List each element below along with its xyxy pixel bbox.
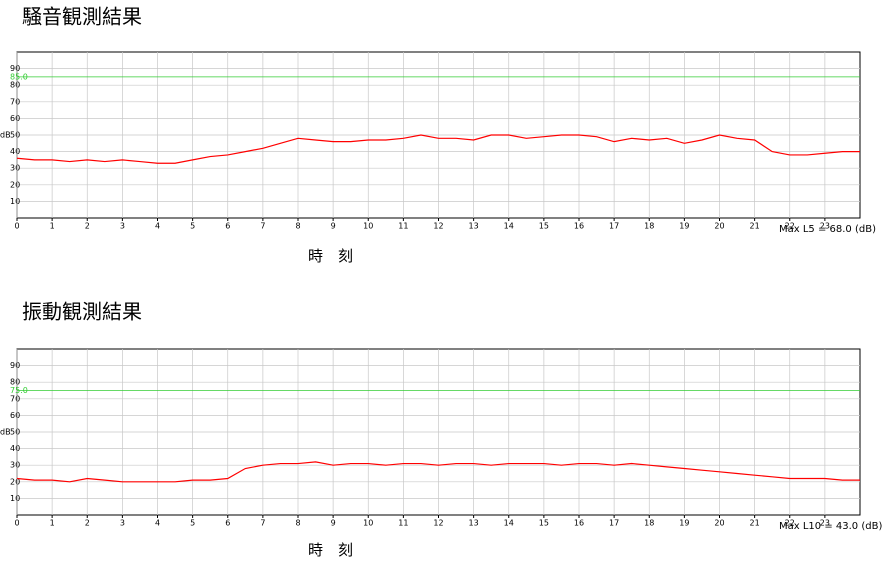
y-tick-label: 20 bbox=[10, 477, 20, 486]
x-tick-label: 10 bbox=[363, 222, 373, 231]
x-tick-label: 23 bbox=[820, 519, 830, 528]
y-tick-label: 70 bbox=[10, 394, 20, 403]
annotation: Max L10 = 43.0 (dB) bbox=[779, 521, 882, 532]
x-tick-label: 1 bbox=[50, 222, 55, 231]
x-tick-label: 12 bbox=[433, 222, 443, 231]
y-tick-label: 60 bbox=[10, 114, 20, 123]
x-tick-label: 12 bbox=[433, 519, 443, 528]
x-tick-label: 11 bbox=[398, 519, 408, 528]
x-tick-label: 15 bbox=[539, 519, 549, 528]
x-axis-label: 時 刻 bbox=[308, 247, 353, 265]
x-tick-label: 23 bbox=[820, 222, 830, 231]
x-tick-label: 8 bbox=[295, 222, 300, 231]
y-tick-label: 60 bbox=[10, 411, 20, 420]
x-tick-label: 0 bbox=[14, 222, 19, 231]
annotation: Max L5 = 68.0 (dB) bbox=[779, 224, 876, 235]
x-tick-label: 20 bbox=[714, 222, 724, 231]
x-tick-label: 14 bbox=[504, 222, 514, 231]
x-tick-label: 7 bbox=[260, 222, 265, 231]
threshold-label: 75.0 bbox=[10, 386, 28, 395]
x-tick-label: 13 bbox=[469, 222, 479, 231]
y-axis-label: dB bbox=[0, 131, 11, 140]
x-tick-label: 17 bbox=[609, 222, 619, 231]
y-tick-label: 30 bbox=[10, 461, 20, 470]
x-tick-label: 17 bbox=[609, 519, 619, 528]
chart-title: 騒音観測結果 bbox=[22, 5, 142, 29]
x-tick-label: 19 bbox=[679, 222, 689, 231]
y-tick-label: 80 bbox=[10, 81, 20, 90]
x-tick-label: 10 bbox=[363, 519, 373, 528]
x-tick-label: 21 bbox=[750, 222, 760, 231]
x-tick-label: 1 bbox=[50, 519, 55, 528]
y-tick-label: 50 bbox=[10, 131, 20, 140]
x-tick-label: 22 bbox=[785, 222, 795, 231]
x-tick-label: 18 bbox=[644, 519, 654, 528]
x-tick-label: 20 bbox=[714, 519, 724, 528]
y-tick-label: 40 bbox=[10, 147, 20, 156]
threshold-label: 85.0 bbox=[10, 72, 28, 81]
y-axis-label: dB bbox=[0, 428, 11, 437]
y-tick-label: 40 bbox=[10, 444, 20, 453]
x-tick-label: 2 bbox=[85, 519, 90, 528]
y-tick-label: 50 bbox=[10, 428, 20, 437]
x-tick-label: 19 bbox=[679, 519, 689, 528]
y-tick-label: 10 bbox=[10, 494, 20, 503]
y-tick-label: 20 bbox=[10, 180, 20, 189]
x-tick-label: 9 bbox=[331, 222, 336, 231]
x-tick-label: 21 bbox=[750, 519, 760, 528]
x-tick-label: 16 bbox=[574, 519, 584, 528]
x-tick-label: 9 bbox=[331, 519, 336, 528]
chart-title: 振動観測結果 bbox=[22, 300, 142, 324]
y-tick-label: 70 bbox=[10, 97, 20, 106]
x-tick-label: 8 bbox=[295, 519, 300, 528]
x-tick-label: 14 bbox=[504, 519, 514, 528]
x-tick-label: 16 bbox=[574, 222, 584, 231]
x-tick-label: 5 bbox=[190, 222, 195, 231]
y-tick-label: 90 bbox=[10, 361, 20, 370]
x-tick-label: 2 bbox=[85, 222, 90, 231]
data-line bbox=[16, 134, 860, 164]
x-tick-label: 4 bbox=[155, 222, 160, 231]
data-line bbox=[16, 461, 860, 483]
y-tick-label: 80 bbox=[10, 378, 20, 387]
x-tick-label: 6 bbox=[225, 519, 230, 528]
x-tick-label: 3 bbox=[120, 519, 125, 528]
x-tick-label: 15 bbox=[539, 222, 549, 231]
x-tick-label: 6 bbox=[225, 222, 230, 231]
x-axis-label: 時 刻 bbox=[308, 541, 353, 559]
x-tick-label: 18 bbox=[644, 222, 654, 231]
y-tick-label: 10 bbox=[10, 197, 20, 206]
x-tick-label: 0 bbox=[14, 519, 19, 528]
x-tick-label: 3 bbox=[120, 222, 125, 231]
x-tick-label: 7 bbox=[260, 519, 265, 528]
x-tick-label: 5 bbox=[190, 519, 195, 528]
x-tick-label: 11 bbox=[398, 222, 408, 231]
x-tick-label: 22 bbox=[785, 519, 795, 528]
y-tick-label: 30 bbox=[10, 164, 20, 173]
y-tick-label: 90 bbox=[10, 64, 20, 73]
x-tick-label: 4 bbox=[155, 519, 160, 528]
x-tick-label: 13 bbox=[469, 519, 479, 528]
